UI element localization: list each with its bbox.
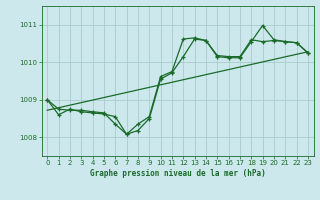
X-axis label: Graphe pression niveau de la mer (hPa): Graphe pression niveau de la mer (hPa) — [90, 169, 266, 178]
